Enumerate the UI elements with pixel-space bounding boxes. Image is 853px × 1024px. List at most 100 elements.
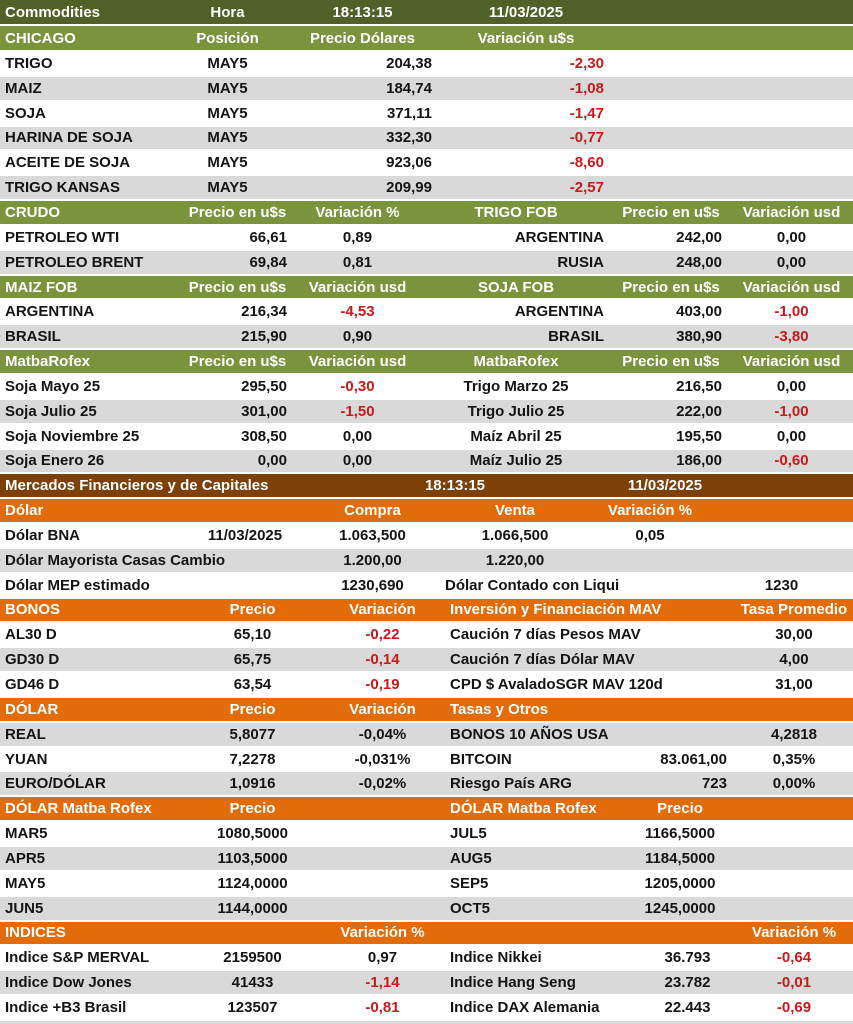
header-row: CHICAGO Posición Precio Dólares Variación u… — [0, 26, 853, 52]
value-cell: Trigo Marzo 25 — [463, 377, 569, 395]
value-cell: -0,64 — [776, 949, 812, 967]
table-row: MAY5 1124,0000 SEP5 1205,0000 — [0, 871, 853, 897]
value-cell: -0,031% — [354, 750, 411, 768]
row-label: YUAN — [5, 750, 48, 768]
value-cell: CPD $ AvaladoSGR MAV 120d — [450, 676, 663, 694]
column-header: TRIGO FOB — [474, 203, 558, 221]
row-label: MAR5 — [5, 825, 48, 843]
table-row: TRIGO KANSAS MAY5 209,99 -2,57 — [0, 176, 853, 202]
table-row: APR5 1103,5000 AUG5 1184,5000 — [0, 847, 853, 872]
table-row: AL30 D 65,10 -0,22 Caución 7 días Pesos MAV… — [0, 623, 853, 649]
value-cell: 1124,0000 — [217, 874, 288, 892]
value-cell: ARGENTINA — [514, 303, 604, 321]
table-row: ARGENTINA 216,34 -4,53 ARGENTINA 403,00 -1,00 — [0, 300, 853, 326]
value-cell: 186,00 — [676, 452, 722, 470]
table-row: GD30 D 65,75 -0,14 Caución 7 días Dólar MAV… — [0, 648, 853, 674]
value-cell: 301,00 — [241, 402, 287, 420]
value-cell: 2159500 — [223, 949, 282, 967]
value-cell: 1.066,500 — [481, 526, 549, 544]
value-cell: 204,38 — [386, 54, 432, 72]
table-row: Indice +B3 Brasil 123507 -0,81 Indice DAX A… — [0, 996, 853, 1021]
value-cell: 65,10 — [233, 626, 272, 644]
value-cell: 195,50 — [676, 427, 722, 445]
header-row: INDICES Variación % Variación % — [0, 921, 853, 947]
value-cell: -2,57 — [569, 179, 604, 197]
table-row: Soja Noviembre 25 308,50 0,00 Maíz Abril 25… — [0, 424, 853, 450]
column-header: Precio — [229, 601, 276, 619]
table-row: Dólar BNA 11/03/2025 1.063,500 1.066,500 0,0… — [0, 524, 853, 549]
value-cell: 0,97 — [367, 949, 398, 967]
value-cell: -0,19 — [365, 676, 400, 694]
table-row: EURO/DÓLAR 1,0916 -0,02% Riesgo País ARG 723… — [0, 772, 853, 798]
table-row: JUN5 1144,0000 OCT5 1245,0000 — [0, 896, 853, 922]
value-cell: Indice DAX Alemania — [450, 998, 600, 1016]
column-header: 18:13:15 — [332, 3, 393, 21]
value-cell: -0,81 — [365, 998, 400, 1016]
value-cell: -0,77 — [569, 129, 604, 147]
table-row: YUAN 7,2278 -0,031% BITCOIN 83.061,00 0,35% — [0, 747, 853, 773]
value-cell: ARGENTINA — [514, 228, 604, 246]
row-label: ARGENTINA — [5, 303, 95, 321]
section-indices: INDICES Variación % Variación % Indice S&P … — [0, 921, 853, 1021]
column-header: Precio en u$s — [188, 203, 287, 221]
section-dolar-matba-rofex: DÓLAR Matba Rofex Precio DÓLAR Matba Rofex… — [0, 797, 853, 922]
value-cell: MAY5 — [207, 79, 248, 97]
row-label: SOJA — [5, 104, 46, 122]
row-label: HARINA DE SOJA — [5, 129, 133, 147]
table-row: ACEITE DE SOJA MAY5 923,06 -8,60 — [0, 151, 853, 177]
value-cell: Trigo Julio 25 — [467, 402, 565, 420]
cutoff-row-sliver — [0, 1020, 853, 1024]
row-label: EURO/DÓLAR — [5, 775, 106, 793]
table-row: MAR5 1080,5000 JUL5 1166,5000 — [0, 822, 853, 847]
value-cell: 222,00 — [676, 402, 722, 420]
table-row: HARINA DE SOJA MAY5 332,30 -0,77 — [0, 126, 853, 152]
table-row: BRASIL 215,90 0,90 BRASIL 380,90 -3,80 — [0, 325, 853, 351]
value-cell: -0,02% — [358, 775, 407, 793]
row-label: Dólar Mayorista Casas Cambio — [5, 551, 226, 569]
section-dolar: Dólar Compra Venta Variación % Dólar BNA 11/0… — [0, 499, 853, 599]
value-cell: 11/03/2025 — [207, 526, 283, 544]
value-cell: 0,90 — [342, 328, 373, 346]
table-row: Indice Dow Jones 41433 -1,14 Indice Hang Se… — [0, 971, 853, 997]
value-cell: 1166,5000 — [644, 825, 716, 843]
value-cell: 30,00 — [775, 626, 813, 644]
value-cell: 83.061,00 — [660, 750, 727, 768]
value-cell: 63,54 — [233, 676, 272, 694]
row-label: AL30 D — [5, 626, 57, 644]
value-cell: AUG5 — [450, 849, 492, 867]
value-cell: Caución 7 días Pesos MAV — [450, 626, 641, 644]
value-cell: 23.782 — [664, 974, 711, 992]
value-cell: MAY5 — [207, 54, 248, 72]
column-header: Hora — [210, 3, 245, 21]
column-header: Inversión y Financiación MAV — [450, 601, 662, 619]
value-cell: 1144,0000 — [217, 899, 288, 917]
row-label: ACEITE DE SOJA — [5, 154, 131, 172]
header-row: BONOS Precio Variación Inversión y Financia… — [0, 598, 853, 624]
value-cell: 923,06 — [386, 154, 432, 172]
table-row: TRIGO MAY5 204,38 -2,30 — [0, 52, 853, 77]
header-row: DÓLAR Precio Variación Tasas y Otros — [0, 697, 853, 723]
row-label: MAIZ — [5, 79, 42, 97]
value-cell: Maíz Abril 25 — [470, 427, 562, 445]
row-label: TRIGO — [5, 54, 53, 72]
table-row: Indice S&P MERVAL 2159500 0,97 Indice Nikke… — [0, 946, 853, 972]
row-label: PETROLEO BRENT — [5, 253, 144, 271]
column-header: SOJA FOB — [477, 278, 555, 296]
row-label: BRASIL — [5, 328, 61, 346]
column-header: Precio Dólares — [309, 29, 416, 47]
section-dolar-tasas: DÓLAR Precio Variación Tasas y Otros REAL 5,8… — [0, 697, 853, 798]
value-cell: 1,0916 — [229, 775, 276, 793]
value-cell: 242,00 — [676, 228, 722, 246]
column-header: Precio — [229, 700, 276, 718]
value-cell: 5,8077 — [229, 725, 276, 743]
section-matbarofex: MatbaRofex Precio en u$s Variación usd Matb… — [0, 350, 853, 475]
value-cell: 1.063,500 — [339, 526, 406, 544]
table-row: GD46 D 63,54 -0,19 CPD $ AvaladoSGR MAV 120… — [0, 673, 853, 698]
column-header: Variación usd — [308, 353, 407, 371]
value-cell: 1230 — [764, 576, 799, 594]
value-cell: 0,05 — [635, 526, 665, 544]
column-header: Precio — [657, 800, 703, 818]
value-cell: 0,89 — [342, 228, 373, 246]
column-header: 11/03/2025 — [488, 3, 564, 21]
column-header: Precio en u$s — [188, 353, 287, 371]
